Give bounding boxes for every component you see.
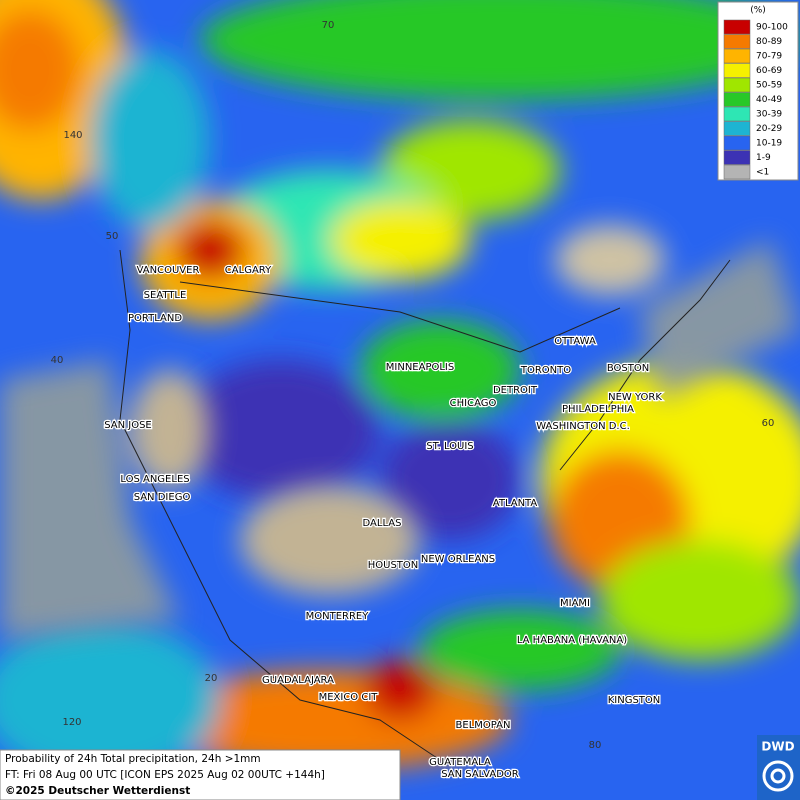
city-label: BOSTON [607, 363, 649, 374]
grid-label: 70 [322, 20, 335, 31]
city-label: NEW YORK [608, 392, 662, 403]
city-label: DETROIT [493, 385, 538, 396]
city-label: HOUSTON [368, 560, 419, 571]
city-label: ATLANTA [493, 498, 538, 509]
city-label: LA HABANA (HAVANA) [517, 635, 627, 646]
city-label: SAN DIEGO [134, 492, 191, 503]
city-label: PHILADELPHIA [562, 404, 634, 415]
grid-label: 60 [762, 418, 775, 429]
legend-label: 10-19 [756, 139, 782, 149]
legend-label: 70-79 [756, 52, 782, 62]
city-label: GUADALAJARA [262, 675, 334, 686]
city-label: MEXICO CIT [319, 692, 379, 703]
legend-label: 20-29 [756, 124, 782, 134]
logo-icon [762, 760, 794, 792]
city-label: CHICAGO [450, 398, 497, 409]
grid-label: 40 [51, 355, 64, 366]
logo-icon [770, 768, 786, 784]
city-label: LOS ANGELES [120, 474, 189, 485]
city-labels: VANCOUVER CALGARY SEATTLE PORTLAND MINNE… [103, 264, 664, 782]
city-label: VANCOUVER [137, 265, 200, 276]
legend-swatch [723, 135, 751, 151]
legend-swatch [723, 34, 751, 49]
grid-label: 50 [106, 231, 119, 242]
grid-label: 140 [63, 130, 82, 141]
legend-label: 1-9 [756, 153, 771, 163]
legend-label: 40-49 [756, 95, 782, 105]
grid-label: 20 [205, 673, 218, 684]
city-label: SEATTLE [144, 290, 187, 301]
legend-swatch [723, 121, 751, 136]
legend-swatch [723, 48, 751, 64]
legend-swatch [723, 164, 751, 180]
legend-swatch [723, 150, 751, 165]
legend-label: 30-39 [756, 110, 782, 120]
city-label: MONTERREY [306, 611, 370, 622]
legend-label: 90-100 [756, 23, 788, 33]
city-label: SAN JOSE [104, 420, 152, 431]
logo: DWD [757, 735, 800, 800]
city-label: MIAMI [560, 598, 590, 609]
city-label: SAN SALVADOR [441, 769, 518, 780]
city-label: WASHINGTON D.C. [536, 421, 630, 432]
legend-label: 60-69 [756, 66, 782, 76]
city-label: MINNEAPOLIS [386, 362, 454, 373]
legend-label: 50-59 [756, 81, 782, 91]
footer-line: FT: Fri 08 Aug 00 UTC [ICON EPS 2025 Aug… [5, 769, 325, 781]
city-label: ST. LOUIS [426, 441, 473, 452]
city-label: DALLAS [363, 518, 402, 529]
city-label: GUATEMALA [429, 757, 491, 768]
legend: (%) 90-100 80-89 70-79 60-69 50-59 40-49 30-39… [717, 1, 799, 181]
legend-label: <1 [756, 168, 769, 178]
city-label: CALGARY [225, 265, 272, 276]
legend-swatch [723, 63, 751, 78]
footer: Probability of 24h Total precipitation, … [0, 749, 401, 800]
city-label: NEW ORLEANS [421, 554, 495, 565]
footer-line: Probability of 24h Total precipitation, … [5, 753, 261, 765]
city-label: TORONTO [520, 365, 571, 376]
grid-label: 120 [62, 717, 81, 728]
legend-swatch [723, 92, 751, 107]
footer-box [0, 749, 401, 800]
legend-swatch [723, 77, 751, 93]
legend-label: 80-89 [756, 37, 782, 47]
city-label: KINGSTON [608, 695, 661, 706]
grid-label: 80 [589, 740, 602, 751]
city-label: OTTAWA [554, 336, 596, 347]
legend-swatch [723, 106, 751, 122]
city-label: PORTLAND [128, 313, 182, 324]
legend-title: (%) [750, 6, 766, 16]
city-label: BELMOPAN [456, 720, 511, 731]
legend-swatch [723, 19, 751, 35]
grid-labels: 70 140 50 40 60 20 120 80 [51, 20, 775, 751]
logo-text: DWD [761, 740, 794, 754]
footer-line: ©2025 Deutscher Wetterdienst [5, 785, 190, 797]
